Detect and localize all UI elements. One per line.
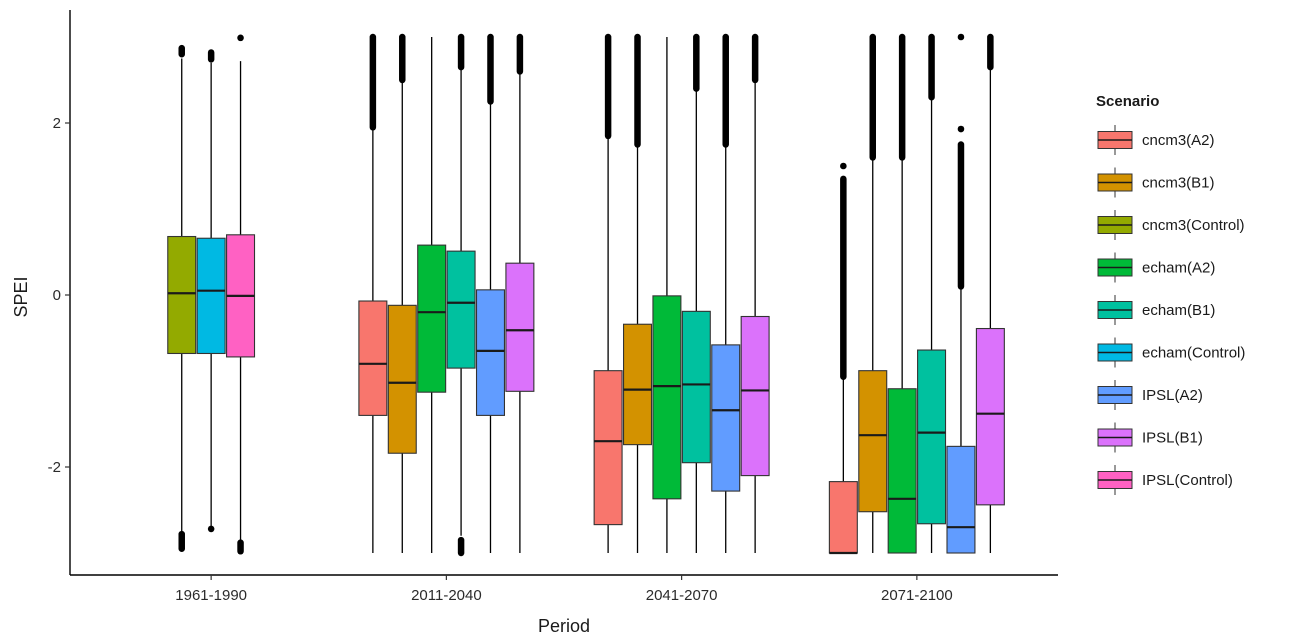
legend-item: echam(B1) — [1097, 295, 1215, 325]
box-body — [387, 304, 417, 454]
y-tick-label: 2 — [53, 115, 61, 132]
box-body — [622, 323, 653, 446]
legend-label: echam(B1) — [1142, 302, 1215, 319]
legend-item: IPSL(A2) — [1097, 380, 1203, 410]
box-body — [417, 244, 447, 393]
x-tick-label: 2041-2070 — [646, 587, 718, 604]
y-tick-label: -2 — [48, 459, 61, 476]
legend-item: IPSL(B1) — [1097, 422, 1203, 453]
box-echam-b1 — [681, 33, 711, 553]
y-tick-label: 0 — [53, 287, 61, 304]
box-ipsl-control — [226, 34, 256, 555]
box-body — [593, 370, 623, 526]
legend-label: cncm3(A2) — [1142, 132, 1215, 149]
box-ipsl-a2 — [946, 33, 976, 554]
box-ipsl-a2 — [475, 33, 506, 553]
legend-label: echam(A2) — [1142, 260, 1215, 277]
box-group — [593, 33, 770, 553]
box-cncm3-b1 — [858, 33, 888, 553]
box-body — [946, 445, 976, 554]
x-axis: 1961-1990 2011-2040 2041-2070 2071-2100 — [70, 574, 1058, 604]
box-cncm3-b1 — [622, 33, 653, 553]
legend-label: cncm3(B1) — [1142, 175, 1215, 192]
box-body — [711, 344, 741, 492]
outlier-point — [957, 33, 965, 41]
legend-label: cncm3(Control) — [1142, 217, 1245, 234]
box-body — [446, 250, 476, 369]
x-tick-label: 2071-2100 — [881, 587, 953, 604]
box-group — [828, 33, 1005, 555]
box-body — [975, 327, 1005, 506]
legend-label: echam(Control) — [1142, 345, 1245, 362]
x-tick-label: 2011-2040 — [411, 587, 482, 604]
legend: Scenario cncm3(A2) cncm3(B1) cncm3(Control… — [1096, 93, 1245, 495]
outlier-point — [957, 125, 965, 133]
box-body — [887, 388, 917, 554]
x-tick-label: 1961-1990 — [175, 587, 247, 604]
box-body — [828, 481, 858, 554]
box-cncm3-a2 — [828, 162, 858, 555]
box-ipsl-b1 — [740, 33, 770, 553]
outlier-point — [237, 34, 244, 42]
box-body — [196, 237, 226, 355]
legend-label: IPSL(B1) — [1142, 430, 1203, 447]
box-body — [167, 235, 197, 355]
box-echam-b1 — [446, 33, 476, 557]
box-body — [505, 262, 535, 392]
box-body — [917, 349, 947, 525]
x-axis-title: Period — [538, 616, 590, 636]
box-ipsl-b1 — [975, 33, 1005, 553]
legend-title: Scenario — [1096, 93, 1159, 110]
box-body — [358, 300, 388, 416]
box-body — [681, 310, 711, 464]
y-axis: -2 0 2 — [48, 10, 71, 575]
legend-item: echam(Control) — [1097, 337, 1245, 368]
legend-item: echam(A2) — [1097, 252, 1215, 283]
box-cncm3-b1 — [387, 33, 417, 553]
box-cncm3-a2 — [358, 33, 388, 553]
box-echam-control — [196, 49, 226, 533]
legend-item: cncm3(A2) — [1097, 125, 1215, 155]
legend-label: IPSL(A2) — [1142, 387, 1203, 404]
legend-item: cncm3(B1) — [1097, 167, 1215, 198]
plot-area — [167, 33, 1005, 557]
box-group — [358, 33, 535, 557]
box-echam-a2 — [417, 37, 447, 553]
outlier-point — [840, 162, 847, 170]
outlier-point — [207, 525, 215, 533]
box-cncm3-a2 — [593, 33, 623, 553]
box-echam-a2 — [887, 33, 917, 554]
box-body — [652, 295, 682, 500]
box-ipsl-b1 — [505, 33, 535, 553]
box-echam-b1 — [917, 33, 947, 553]
box-ipsl-a2 — [711, 33, 741, 553]
box-cncm3-control — [167, 44, 197, 552]
box-echam-a2 — [652, 37, 682, 553]
box-body — [858, 370, 888, 513]
box-body — [740, 315, 770, 477]
box-body — [475, 289, 506, 416]
legend-item: IPSL(Control) — [1097, 465, 1233, 495]
legend-item: cncm3(Control) — [1097, 210, 1245, 240]
box-group — [167, 34, 256, 555]
legend-label: IPSL(Control) — [1142, 472, 1233, 489]
y-axis-title: SPEI — [11, 276, 31, 317]
